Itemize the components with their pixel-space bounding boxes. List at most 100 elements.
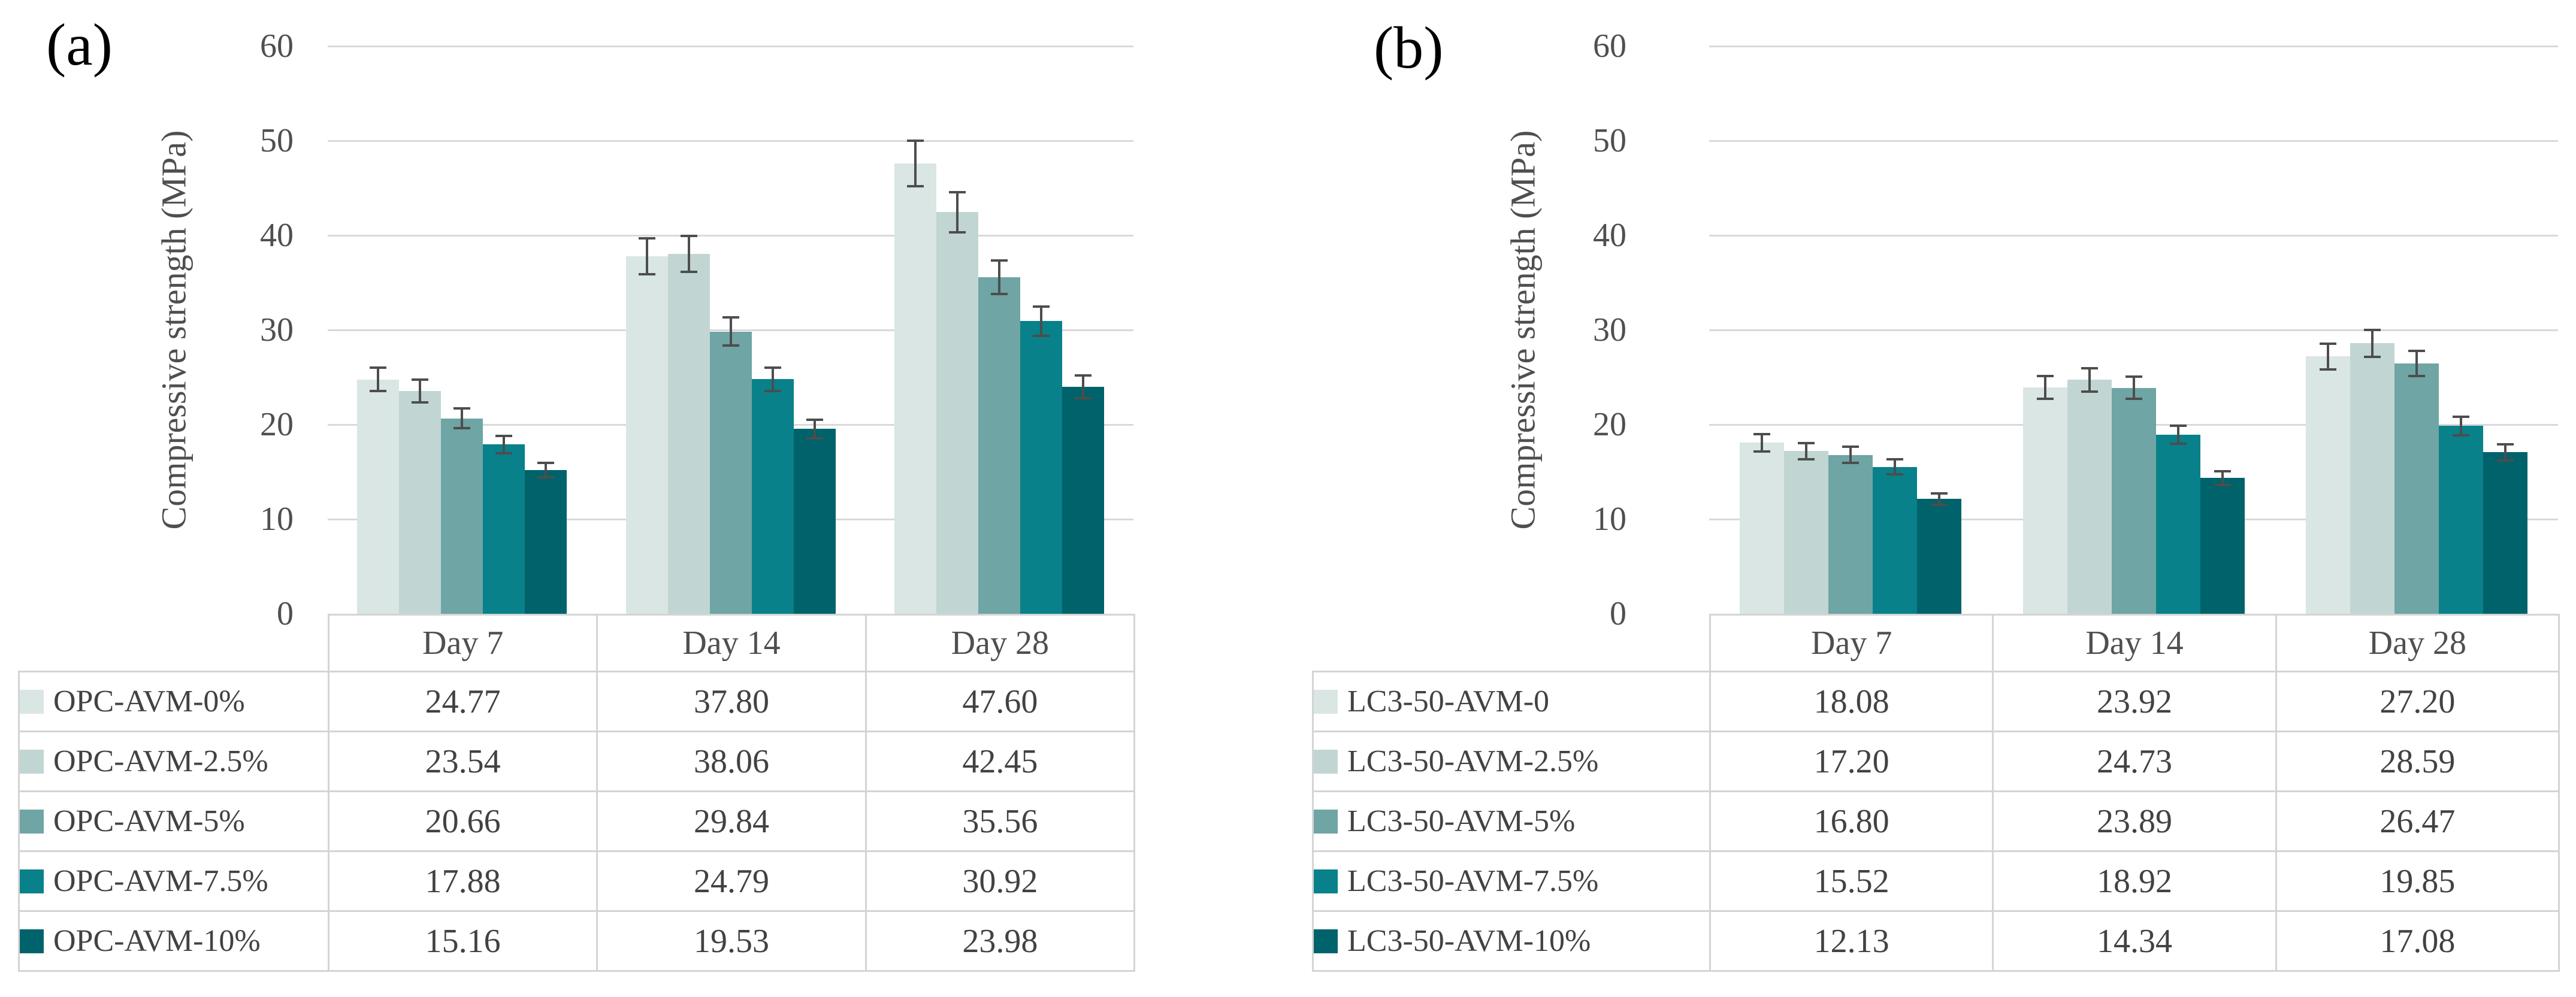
error-bar-cap-bottom bbox=[370, 390, 386, 392]
series-name-cell: OPC-AVM-2.5% bbox=[18, 731, 329, 792]
series-name: LC3-50-AVM-0 bbox=[1347, 684, 1550, 719]
value-cell: 19.85 bbox=[2275, 850, 2560, 912]
bar bbox=[2112, 388, 2156, 614]
bar bbox=[483, 444, 525, 614]
error-bar-cap-top bbox=[2453, 416, 2469, 418]
error-bar-cap-bottom bbox=[1753, 450, 1770, 453]
bar bbox=[978, 277, 1020, 614]
y-tick-label: 60 bbox=[1593, 28, 1626, 65]
category-header-cell: Day 28 bbox=[864, 614, 1135, 672]
series-row: OPC-AVM-2.5% 23.54 38.06 42.45 bbox=[18, 731, 1135, 792]
error-bar bbox=[956, 192, 959, 232]
error-bar-cap-top bbox=[537, 462, 554, 464]
bar bbox=[525, 470, 567, 614]
error-bar bbox=[503, 436, 505, 453]
error-bar-cap-top bbox=[1075, 374, 1092, 377]
bar bbox=[794, 429, 836, 614]
value-cell: 29.84 bbox=[596, 790, 867, 852]
error-bar-cap-bottom bbox=[495, 452, 512, 454]
error-bar-cap-bottom bbox=[764, 390, 781, 392]
error-bar-cap-top bbox=[412, 378, 428, 381]
value-cell: 23.89 bbox=[1992, 790, 2277, 852]
error-bar-cap-bottom bbox=[412, 401, 428, 404]
error-bar-cap-bottom bbox=[1931, 504, 1948, 506]
y-tick-label: 0 bbox=[277, 595, 294, 632]
series-name-cell: OPC-AVM-0% bbox=[18, 671, 329, 732]
error-bar bbox=[688, 236, 690, 272]
error-bar bbox=[914, 141, 917, 186]
error-bar bbox=[2133, 377, 2135, 399]
value-cell: 27.20 bbox=[2275, 671, 2560, 732]
bar bbox=[2306, 356, 2350, 614]
legend-swatch bbox=[20, 690, 44, 714]
series-row: LC3-50-AVM-10% 12.13 14.34 17.08 bbox=[1312, 910, 2560, 972]
error-bar-cap-bottom bbox=[949, 231, 966, 234]
error-bar-cap-bottom bbox=[2364, 356, 2381, 358]
series-name-cell: OPC-AVM-10% bbox=[18, 910, 329, 972]
y-tick-label: 20 bbox=[260, 406, 294, 443]
error-bar-cap-bottom bbox=[1886, 473, 1903, 475]
bar bbox=[2200, 478, 2245, 614]
category-header-cell: Day 7 bbox=[1709, 614, 1994, 672]
bar bbox=[626, 256, 668, 614]
bar bbox=[752, 379, 794, 614]
legend-swatch bbox=[1314, 690, 1338, 714]
error-bar-cap-top bbox=[681, 235, 697, 237]
error-bar-cap-top bbox=[1033, 305, 1050, 308]
value-cell: 42.45 bbox=[864, 731, 1135, 792]
error-bar-cap-top bbox=[1753, 433, 1770, 435]
value-cell: 17.08 bbox=[2275, 910, 2560, 972]
error-bar-cap-top bbox=[495, 435, 512, 437]
value-cell: 23.54 bbox=[327, 731, 598, 792]
y-tick-label: 0 bbox=[1610, 595, 1626, 632]
value-cell: 23.92 bbox=[1992, 671, 2277, 732]
error-bar bbox=[1040, 307, 1042, 336]
bar bbox=[668, 254, 710, 614]
value-cell: 28.59 bbox=[2275, 731, 2560, 792]
bar bbox=[1062, 387, 1104, 614]
series-name-cell: OPC-AVM-7.5% bbox=[18, 850, 329, 912]
table-header-row: Day 7 Day 14 Day 28 bbox=[1313, 614, 2560, 672]
series-name: OPC-AVM-5% bbox=[53, 804, 245, 838]
series-row: LC3-50-AVM-5% 16.80 23.89 26.47 bbox=[1312, 790, 2560, 852]
series-row: OPC-AVM-10% 15.16 19.53 23.98 bbox=[18, 910, 1135, 972]
bar bbox=[1828, 455, 1873, 614]
error-bar-cap-bottom bbox=[2081, 390, 2098, 393]
series-name: LC3-50-AVM-10% bbox=[1347, 924, 1591, 958]
bar bbox=[1020, 321, 1062, 614]
legend-swatch bbox=[20, 810, 44, 834]
error-bar bbox=[2177, 426, 2179, 444]
category-header-cell: Day 7 bbox=[327, 614, 598, 672]
bar bbox=[2156, 435, 2200, 614]
error-bar bbox=[814, 420, 816, 438]
bar bbox=[357, 380, 399, 614]
error-bar bbox=[2371, 330, 2374, 357]
bar bbox=[894, 163, 936, 614]
error-bar bbox=[1761, 434, 1763, 451]
legend-swatch bbox=[20, 929, 44, 953]
error-bar-cap-bottom bbox=[1075, 397, 1092, 399]
gridline-60 bbox=[328, 46, 1133, 47]
bar bbox=[2067, 380, 2112, 614]
series-row: OPC-AVM-0% 24.77 37.80 47.60 bbox=[18, 671, 1135, 732]
value-cell: 18.92 bbox=[1992, 850, 2277, 912]
error-bar-cap-top bbox=[2037, 375, 2054, 377]
gridline-40 bbox=[1709, 235, 2558, 237]
value-cell: 18.08 bbox=[1709, 671, 1994, 732]
value-cell: 19.53 bbox=[596, 910, 867, 972]
error-bar bbox=[461, 408, 463, 428]
error-bar bbox=[1849, 447, 1852, 463]
series-row: OPC-AVM-7.5% 17.88 24.79 30.92 bbox=[18, 850, 1135, 912]
error-bar-cap-top bbox=[2364, 329, 2381, 331]
error-bar-cap-top bbox=[1842, 446, 1859, 448]
series-name-cell: LC3-50-AVM-7.5% bbox=[1312, 850, 1711, 912]
legend-swatch bbox=[1314, 929, 1338, 953]
error-bar-cap-bottom bbox=[537, 476, 554, 478]
category-header-cell: Day 14 bbox=[596, 614, 867, 672]
series-name: OPC-AVM-2.5% bbox=[53, 744, 268, 778]
error-bar-cap-bottom bbox=[453, 427, 470, 429]
value-cell: 47.60 bbox=[864, 671, 1135, 732]
value-cell: 14.34 bbox=[1992, 910, 2277, 972]
error-bar-cap-top bbox=[2125, 375, 2142, 378]
error-bar-cap-bottom bbox=[1033, 335, 1050, 337]
